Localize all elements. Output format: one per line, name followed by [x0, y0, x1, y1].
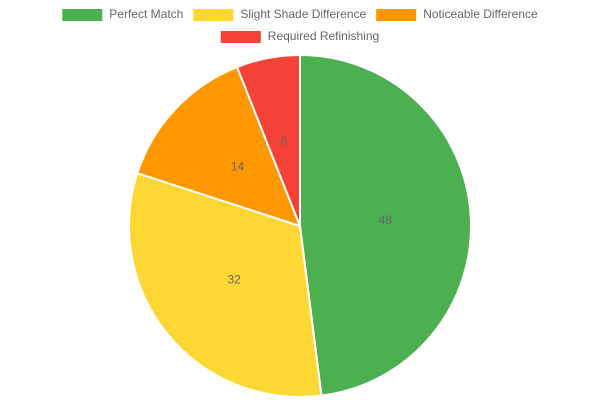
pie-slice — [235, 53, 301, 227]
legend-label: Slight Shade Difference — [240, 7, 366, 21]
data-label: 14 — [231, 160, 245, 174]
legend-swatch — [193, 9, 234, 21]
pie-slice — [136, 65, 302, 228]
legend-item[interactable]: Required Refinishing — [220, 29, 379, 43]
legend-swatch — [376, 9, 417, 21]
pie-slice — [299, 53, 473, 397]
legend-item[interactable]: Slight Shade Difference — [193, 7, 367, 21]
legend-label: Required Refinishing — [268, 29, 379, 43]
data-label: 6 — [281, 134, 288, 148]
legend-swatch — [62, 9, 103, 21]
legend-item[interactable]: Noticeable Difference — [376, 7, 538, 21]
pie-slice — [127, 171, 323, 398]
data-label: 48 — [379, 213, 393, 227]
legend-label: Noticeable Difference — [423, 7, 538, 21]
legend-item[interactable]: Perfect Match — [62, 7, 183, 21]
legend-swatch — [220, 31, 261, 43]
data-label: 32 — [227, 273, 241, 287]
legend-label: Perfect Match — [109, 7, 183, 21]
